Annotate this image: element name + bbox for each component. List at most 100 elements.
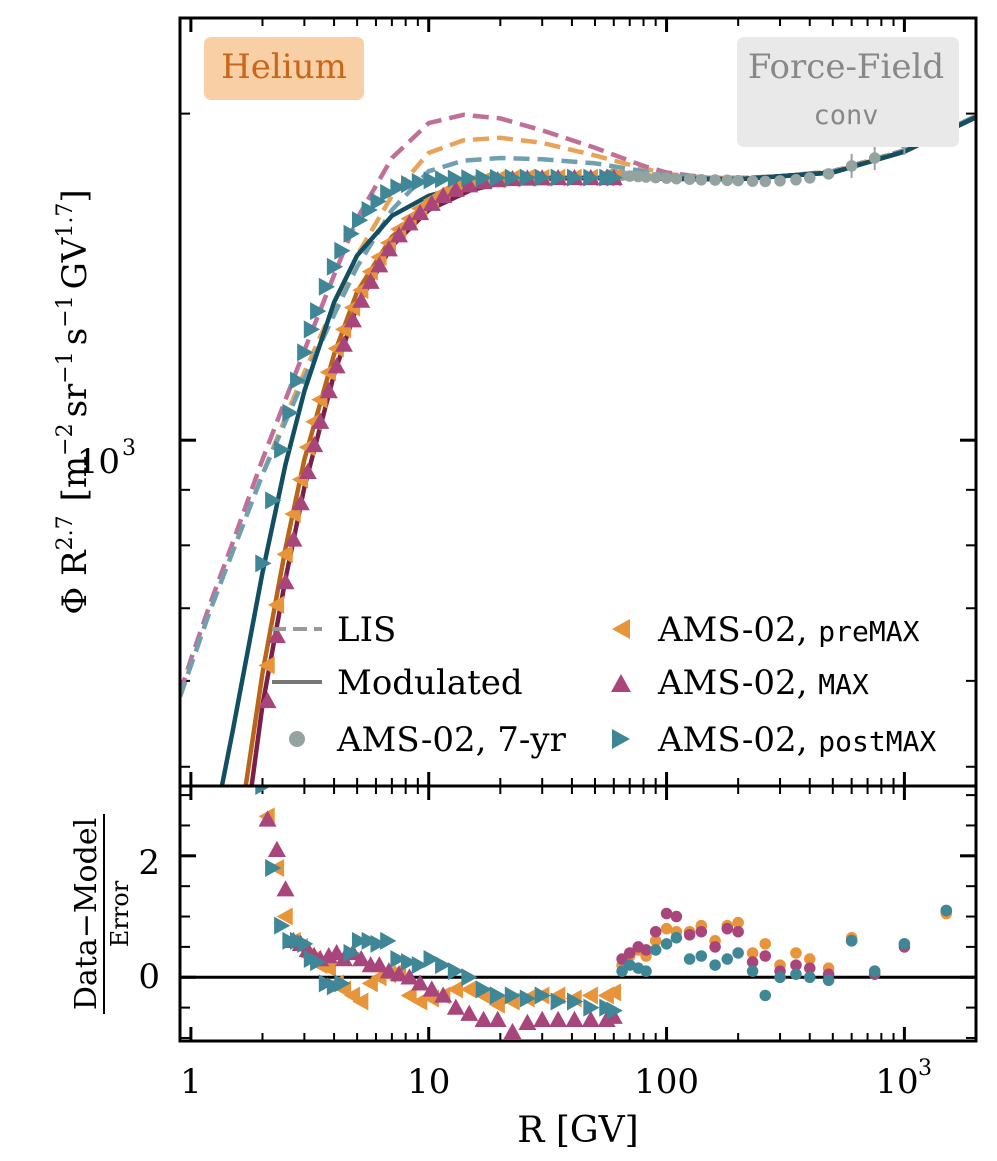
data-point <box>774 175 786 187</box>
residual-point <box>447 962 465 981</box>
svg-text:AMS-02, MAX: AMS-02, MAX <box>657 663 869 703</box>
residual-point <box>790 968 802 980</box>
residual-point <box>446 998 465 1015</box>
svg-text:Error: Error <box>106 880 134 947</box>
data-point <box>291 494 310 511</box>
residual-7-yr-vs-postmax-model <box>616 904 953 1002</box>
residual-point <box>709 959 721 971</box>
model-badge-sublabel: conv <box>813 100 878 131</box>
data-point <box>623 170 636 182</box>
residual-point <box>276 880 295 897</box>
residual-point <box>370 968 387 987</box>
residual-point <box>319 959 336 978</box>
main-y-axis-label: Φ R2.7[m−2sr−1s−1GV1.7] <box>53 189 95 614</box>
legend: LIS Modulated AMS-02, 7-yr AMS-02, preMA… <box>272 610 936 760</box>
data-point <box>475 168 492 187</box>
residual-point <box>352 950 371 967</box>
svg-text:AMS-02, preMAX: AMS-02, preMAX <box>657 610 920 650</box>
markers-ams-02-premax <box>258 168 621 675</box>
residual-point <box>583 998 600 1017</box>
data-point <box>411 203 430 221</box>
residual-point <box>670 932 683 944</box>
residual-point <box>581 986 598 1005</box>
data-point <box>660 172 673 184</box>
residual-point <box>746 965 759 977</box>
data-point <box>519 168 537 187</box>
data-point <box>326 257 344 276</box>
data-point <box>845 160 858 172</box>
residual-point <box>411 992 428 1011</box>
data-point <box>276 545 293 564</box>
residual-point <box>390 965 409 982</box>
data-point <box>803 172 816 184</box>
residual-point <box>334 974 351 993</box>
residual-point <box>504 986 522 1005</box>
residual-point <box>390 950 407 969</box>
residual-point <box>695 925 708 938</box>
data-point <box>567 168 584 187</box>
residual-point <box>400 986 417 1005</box>
residual-point <box>649 944 662 956</box>
data-point <box>390 226 409 243</box>
residual-point <box>352 992 369 1011</box>
residual-ams-02-postmax <box>255 786 623 1020</box>
residual-point <box>518 1013 537 1030</box>
residual-point <box>519 989 537 1008</box>
data-point <box>334 241 351 260</box>
data-point <box>790 174 802 186</box>
residual-point <box>746 956 759 968</box>
markers-ams-02-max <box>258 168 623 709</box>
residual-point <box>623 947 636 959</box>
x-axis-label: R [GV] <box>517 1110 638 1151</box>
data-point <box>290 371 307 390</box>
main-ytick-label-1000: 10 3 <box>77 436 136 482</box>
data-point <box>352 291 371 308</box>
residual-point <box>660 938 673 950</box>
residual-point <box>411 956 428 975</box>
data-point <box>318 277 336 296</box>
residual-point <box>803 953 816 965</box>
data-point <box>343 224 360 243</box>
residual-point <box>649 925 662 938</box>
residual-point <box>503 1022 522 1040</box>
data-point <box>390 178 407 197</box>
svg-text:AMS-02, 7-yr: AMS-02, 7-yr <box>336 720 567 760</box>
data-point <box>709 174 721 186</box>
data-point <box>361 272 380 289</box>
residual-point <box>803 971 816 984</box>
residual-point <box>370 956 389 973</box>
residual-point <box>267 840 286 857</box>
residual-point <box>604 1007 623 1024</box>
data-point <box>422 194 441 211</box>
residual-point <box>534 986 551 1005</box>
data-point <box>297 343 314 362</box>
residual-ytick-label-2: 2 <box>138 843 160 883</box>
residual-point <box>581 1010 600 1027</box>
residual-point <box>400 968 419 985</box>
data-point <box>311 412 330 429</box>
residual-point <box>265 858 282 877</box>
svg-text:10: 10 <box>875 1062 918 1102</box>
svg-text:Data−Model: Data−Model <box>69 818 104 1010</box>
data-point <box>683 173 696 185</box>
data-point <box>461 169 478 188</box>
residual-point <box>567 992 584 1011</box>
main-plot-area <box>180 101 976 786</box>
model-badge: Force-Field conv <box>737 37 959 147</box>
data-point <box>822 168 835 180</box>
data-point <box>380 183 397 202</box>
residual-point <box>660 907 673 920</box>
residual-y-axis-label: Data−Model Error <box>69 814 134 1014</box>
data-point <box>411 172 428 191</box>
svg-text:3: 3 <box>918 1056 932 1081</box>
residual-point <box>446 980 464 999</box>
residual-point <box>759 950 772 962</box>
data-point <box>282 403 299 422</box>
data-point <box>303 320 321 339</box>
data-point <box>361 200 378 219</box>
data-point <box>276 573 295 590</box>
data-point <box>258 656 275 675</box>
residual-point <box>649 935 662 947</box>
data-point <box>447 169 465 188</box>
